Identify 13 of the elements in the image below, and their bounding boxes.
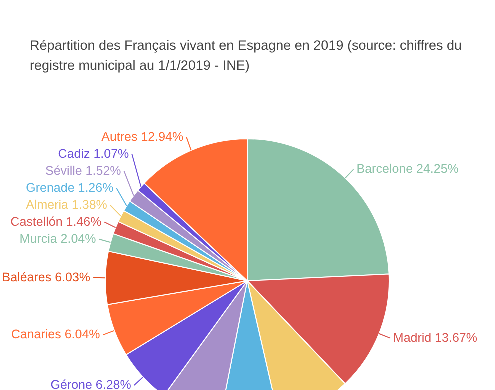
slice-label: Baléares 6.03% (2, 270, 91, 284)
slice-label: Autres 12.94% (102, 130, 184, 144)
slice-label: Séville 1.52% (46, 164, 122, 178)
slice-label: Canaries 6.04% (11, 328, 100, 342)
slice-label: Castellón 1.46% (10, 214, 102, 229)
slice-label: Barcelone 24.25% (356, 162, 459, 176)
slice-label: Gérone 6.28% (50, 378, 132, 390)
chart-title: Répartition des Français vivant en Espagne en 2019 (source: chiffres du registre municipal au 1/1/2019 - INE) (30, 37, 463, 75)
slice-label: Cadiz 1.07% (58, 146, 130, 161)
slice-label: Madrid 13.67% (393, 330, 478, 345)
slice-label: Murcia 2.04% (20, 232, 96, 246)
slice-label: Grenade 1.26% (26, 180, 114, 195)
slice-label: Almeria 1.38% (26, 198, 108, 212)
